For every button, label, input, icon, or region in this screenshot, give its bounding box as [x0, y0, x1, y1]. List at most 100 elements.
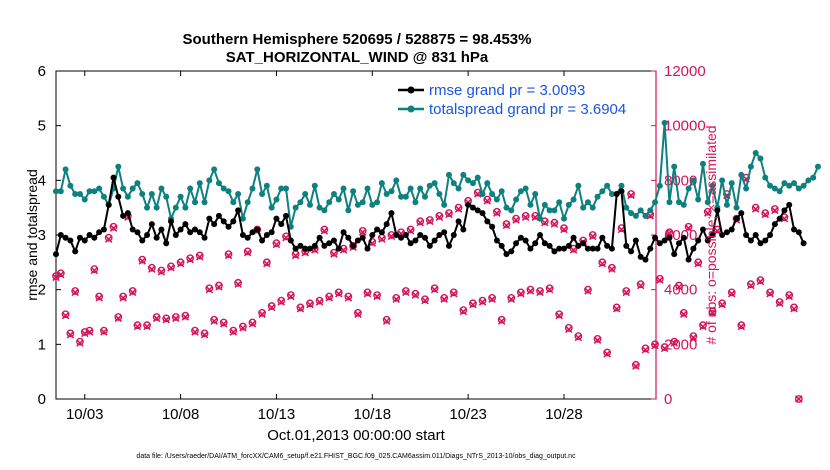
rmse-point [642, 256, 649, 263]
rmse-point [565, 242, 572, 249]
totalspread-point [436, 191, 443, 197]
rmse-point [369, 232, 376, 238]
obs-assimilated-point [114, 314, 123, 323]
totalspread-point [283, 185, 290, 192]
obs-possible-point [320, 225, 329, 234]
rmse-point [445, 242, 452, 249]
totalspread-point [273, 196, 280, 203]
obs-possible-point [756, 276, 765, 284]
rmse-point [551, 248, 558, 255]
rmse-point [139, 237, 146, 244]
obs-assimilated-point [57, 270, 65, 279]
rmse-point [738, 210, 745, 217]
obs-assimilated-point [335, 290, 343, 298]
obs-possible-point [128, 287, 137, 295]
totalspread-point [709, 182, 716, 189]
obs-assimilated-point [200, 331, 209, 339]
obs-possible-point [411, 289, 420, 298]
totalspread-point [96, 185, 103, 192]
rmse-point [465, 201, 472, 208]
y-right-tick-label: 12000 [664, 63, 706, 80]
obs-possible-point [315, 296, 324, 305]
totalspread-point [575, 182, 582, 189]
rmse-point [417, 232, 424, 238]
obs-possible-point [718, 299, 727, 308]
obs-possible-point [363, 288, 372, 297]
obs-assimilated-point [239, 324, 247, 332]
totalspread-point [671, 163, 678, 170]
obs-possible-point [181, 311, 190, 320]
totalspread-point [345, 207, 352, 214]
totalspread-point [393, 177, 400, 184]
obs-assimilated-point [565, 325, 573, 334]
y-right-tick-label: 10000 [664, 118, 706, 135]
totalspread-point [359, 199, 366, 206]
totalspread-point [239, 215, 246, 222]
totalspread-point [676, 199, 683, 206]
obs-assimilated-point [454, 205, 463, 213]
obs-possible-point [454, 203, 463, 212]
obs-possible-point [636, 280, 645, 289]
obs-assimilated-point [205, 285, 214, 294]
totalspread-point [752, 150, 759, 156]
obs-assimilated-point [363, 290, 372, 298]
obs-assimilated-point [536, 288, 544, 297]
obs-assimilated-point [469, 300, 477, 309]
totalspread-point [100, 193, 107, 200]
obs-assimilated-point [560, 225, 568, 234]
obs-possible-point [507, 293, 516, 302]
obs-possible-point [392, 293, 401, 302]
obs-possible-point [229, 326, 238, 335]
totalspread-point [723, 201, 730, 208]
totalspread-point [441, 201, 448, 208]
obs-assimilated-point [569, 246, 578, 254]
obs-assimilated-point [713, 227, 722, 235]
obs-assimilated-point [512, 216, 520, 224]
rmse-point [546, 242, 553, 249]
obs-possible-point [588, 231, 597, 239]
obs-assimilated-point [651, 341, 659, 350]
obs-assimilated-point [785, 292, 793, 301]
obs-assimilated-point [507, 295, 516, 303]
obs-possible-point [382, 315, 391, 324]
rmse-point [556, 245, 563, 252]
obs-assimilated-point [617, 225, 626, 234]
obs-assimilated-point [90, 266, 99, 275]
rmse-point [426, 242, 433, 249]
rmse-point [671, 251, 678, 258]
rmse-point [263, 232, 270, 238]
rmse-point [330, 237, 337, 244]
totalspread-point [72, 191, 79, 197]
totalspread-point [158, 185, 165, 192]
obs-possible-point [627, 190, 635, 198]
obs-assimilated-point [100, 328, 108, 336]
totalspread-point [196, 180, 203, 187]
totalspread-line [56, 122, 819, 228]
obs-assimilated-point [277, 298, 285, 306]
x-tick-label: 10/08 [162, 406, 200, 423]
obs-assimilated-point [176, 259, 185, 268]
obs-possible-point [445, 209, 453, 218]
rmse-point [690, 245, 697, 252]
rmse-point [374, 226, 381, 233]
obs-assimilated-point [344, 294, 353, 302]
rmse-point [776, 215, 783, 222]
rmse-series [53, 174, 807, 263]
rmse-point [767, 232, 774, 238]
rmse-point [728, 226, 735, 233]
obs-possible-point [306, 299, 314, 308]
obs-assimilated-point [574, 333, 583, 342]
obs-assimilated-point [603, 350, 611, 358]
obs-possible-point [286, 291, 295, 300]
totalspread-point [422, 193, 429, 200]
totalspread-point [57, 188, 64, 195]
obs-assimilated-point [306, 300, 314, 309]
rmse-point [278, 221, 285, 228]
obs-possible-point [61, 310, 70, 319]
obs-possible-point [277, 296, 286, 305]
obs-possible-point [766, 288, 774, 297]
totalspread-point [527, 201, 534, 208]
obs-assimilated-point [689, 333, 698, 342]
obs-possible-point [373, 291, 381, 300]
